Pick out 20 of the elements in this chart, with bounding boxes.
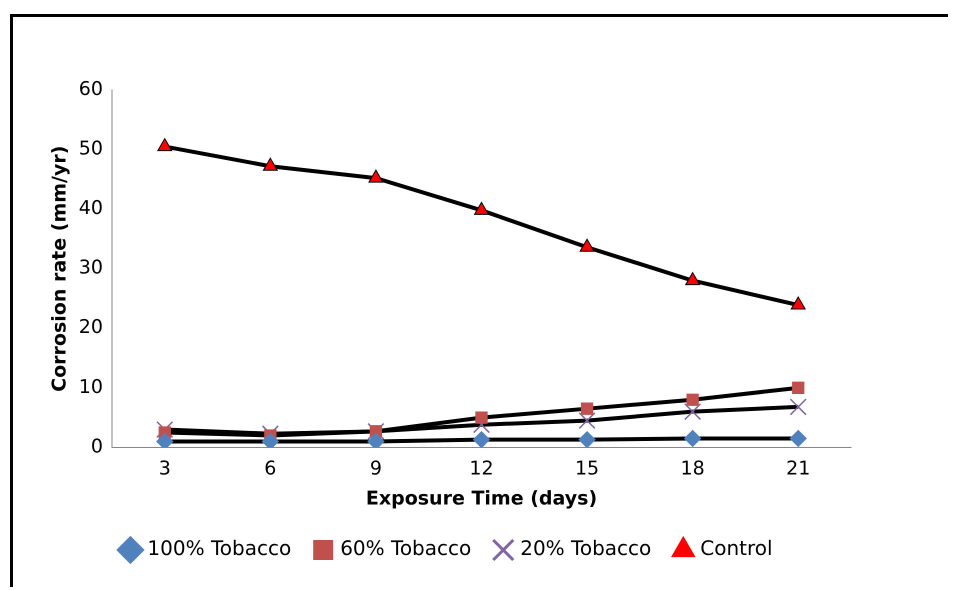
legend-label: Control — [700, 536, 773, 560]
y-tick-label: 10 — [78, 376, 103, 398]
x-tick-label: 12 — [469, 458, 494, 480]
y-tick-label: 20 — [78, 316, 103, 338]
y-tick-label: 50 — [78, 138, 103, 160]
x-tick-label: 9 — [370, 458, 382, 480]
y-tick-label: 0 — [90, 435, 103, 458]
y-tick-label: 60 — [78, 78, 103, 100]
y-tick-label: 40 — [78, 197, 103, 220]
legend-label: 100% Tobacco — [147, 536, 292, 560]
legend-label: 20% Tobacco — [520, 536, 652, 560]
x-tick-label: 18 — [680, 458, 705, 480]
x-tick-label: 15 — [574, 458, 600, 480]
x-tick-label: 3 — [158, 458, 171, 480]
y-tick-label: 30 — [78, 256, 103, 279]
x-tick-label: 21 — [786, 458, 810, 480]
x-tick-label: 6 — [264, 458, 276, 480]
x-axis-title: Exposure Time (days) — [366, 488, 598, 510]
legend-label: 60% Tobacco — [340, 536, 472, 560]
y-axis-title: Corrosion rate (mm/yr) — [48, 146, 70, 392]
